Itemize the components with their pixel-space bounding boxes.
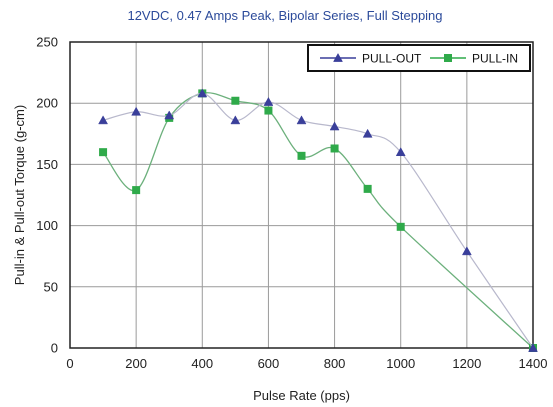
y-tick-label: 0 (51, 341, 58, 356)
series-pull-in (99, 89, 537, 352)
data-point (395, 147, 406, 157)
y-tick-label: 50 (44, 279, 58, 294)
legend-label: PULL-OUT (362, 52, 422, 66)
y-tick-label: 250 (36, 35, 58, 50)
data-point (363, 184, 372, 193)
legend-label: PULL-IN (472, 52, 518, 66)
data-point (329, 121, 340, 131)
data-point (131, 106, 142, 116)
x-tick-label: 1000 (386, 356, 415, 371)
y-axis-title: Pull-in & Pull-out Torque (g-cm) (12, 105, 27, 285)
data-point (98, 115, 108, 125)
legend: PULL-OUT PULL-IN (307, 44, 531, 72)
data-point (132, 186, 141, 195)
series-line (102, 92, 534, 349)
data-point (330, 144, 339, 153)
y-tick-label: 150 (36, 157, 58, 172)
y-tick-label: 100 (36, 218, 58, 233)
legend-marker (444, 54, 452, 62)
data-point (396, 222, 405, 231)
series-layer (98, 88, 538, 352)
legend-items: PULL-OUT PULL-IN (320, 52, 518, 66)
data-point (264, 106, 273, 115)
legend-marker (333, 52, 343, 62)
data-point (362, 128, 373, 138)
data-point (164, 110, 175, 120)
y-tick-label: 200 (36, 96, 58, 111)
data-point (263, 96, 274, 106)
data-point (230, 115, 241, 125)
series-pull-out (98, 88, 538, 352)
x-tick-label: 800 (324, 356, 346, 371)
data-point (197, 88, 208, 98)
legend-item-pull-in: PULL-IN (430, 52, 518, 66)
data-point (231, 96, 240, 105)
x-tick-label: 400 (191, 356, 213, 371)
x-tick-label: 0 (66, 356, 73, 371)
data-point (528, 342, 538, 352)
data-point (297, 151, 306, 160)
x-tick-label: 1400 (519, 356, 548, 371)
series-line (102, 92, 534, 349)
data-point (296, 115, 307, 125)
x-axis-title: Pulse Rate (pps) (253, 388, 350, 403)
chart-title: 12VDC, 0.47 Amps Peak, Bipolar Series, F… (127, 8, 442, 23)
plot-frame (69, 41, 534, 349)
legend-item-pull-out: PULL-OUT (320, 52, 422, 66)
data-point (461, 246, 472, 256)
x-tick-label: 200 (125, 356, 147, 371)
x-tick-label: 1200 (452, 356, 481, 371)
data-point (99, 148, 108, 157)
grid (70, 42, 533, 348)
x-tick-label: 600 (258, 356, 280, 371)
tick-labels: 0 200 400 600 800 1000 1200 1400 0 50 100 150 200 250 (36, 35, 547, 372)
